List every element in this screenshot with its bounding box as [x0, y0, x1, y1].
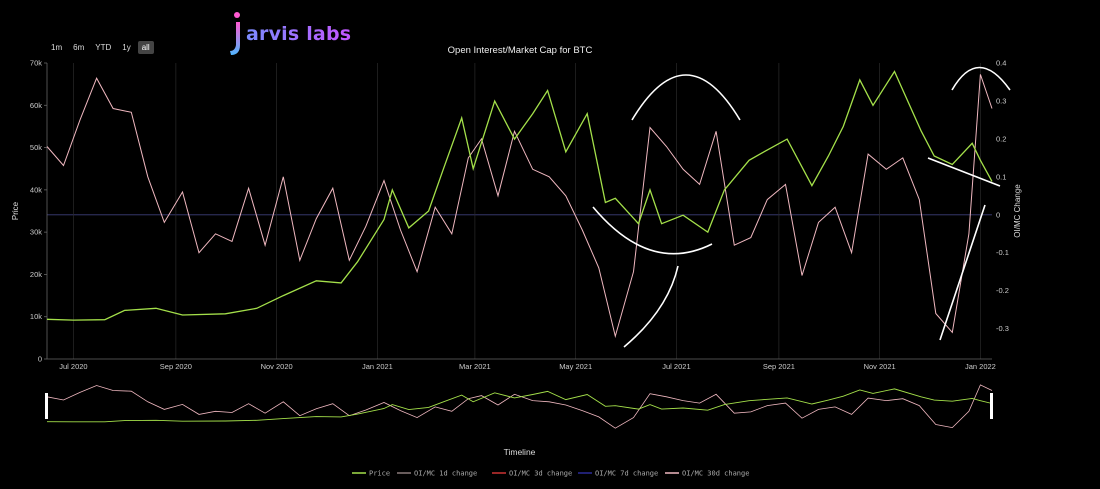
annotation-stroke-1: [631, 74, 741, 121]
legend-item[interactable]: OI/MC 3d change: [492, 470, 572, 478]
range-navigator[interactable]: [45, 384, 993, 429]
y-tick-label: 50k: [30, 143, 42, 152]
x-tick-label: May 2021: [559, 362, 592, 371]
logo-text: arvis labs: [246, 23, 352, 45]
y-tick-label: 30k: [30, 228, 42, 237]
x-tick-label: Jul 2020: [59, 362, 87, 371]
y2-tick-label: 0: [996, 210, 1000, 219]
x-tick-label: Mar 2021: [459, 362, 491, 371]
legend-item[interactable]: OI/MC 1d change: [397, 470, 477, 478]
y-tick-label: 0: [38, 355, 42, 364]
x-tick-label: Nov 2021: [864, 362, 896, 371]
chart-title: Open Interest/Market Cap for BTC: [447, 45, 593, 56]
annotation-stroke-4: [951, 66, 1011, 91]
annotation-stroke-2: [592, 206, 713, 255]
x-axis-title: Timeline: [504, 447, 536, 457]
y-axis-title: Price: [11, 201, 20, 220]
y2-tick-label: 0.1: [996, 172, 1006, 181]
navigator-series-price: [46, 388, 993, 423]
annotation-stroke-3: [623, 265, 679, 348]
annotation-stroke-5: [927, 157, 1001, 187]
y2-tick-label: -0.3: [996, 324, 1009, 333]
range-button-all[interactable]: all: [137, 41, 154, 54]
legend-label: OI/MC 1d change: [414, 470, 477, 478]
legend: Price OI/MC 1d change OI/MC 3d change OI/MC…: [352, 470, 749, 478]
y-tick-label: 10k: [30, 312, 42, 321]
legend-item[interactable]: OI/MC 7d change: [578, 470, 658, 478]
y2-tick-label: 0.4: [996, 59, 1006, 68]
legend-label: OI/MC 3d change: [509, 470, 572, 478]
x-tick-label: Jan 2022: [965, 362, 996, 371]
legend-label: Price: [369, 470, 390, 478]
series-oi-mc-30d-change: [46, 74, 993, 339]
y2-axis-title: OI/MC Change: [1013, 184, 1022, 238]
y2-tick-label: 0.2: [996, 134, 1006, 143]
annotation-stroke-6: [939, 204, 986, 341]
y2-tick-label: -0.1: [996, 248, 1009, 257]
range-button-1y[interactable]: 1y: [122, 43, 131, 52]
x-tick-label: Sep 2020: [160, 362, 192, 371]
range-button-1m[interactable]: 1m: [51, 43, 63, 52]
legend-item[interactable]: Price: [352, 470, 390, 478]
y2-tick-label: -0.2: [996, 286, 1009, 295]
x-tick-label: Sep 2021: [763, 362, 795, 371]
x-tick-label: Jan 2021: [362, 362, 393, 371]
x-tick-label: Nov 2020: [261, 362, 293, 371]
y-tick-label: 70k: [30, 59, 42, 68]
series-price: [46, 70, 993, 321]
legend-label: OI/MC 30d change: [682, 470, 749, 478]
navigator-handle-left: [45, 393, 48, 419]
jarvis-labs-logo: arvis labs: [228, 10, 351, 58]
y-tick-label: 60k: [30, 101, 42, 110]
y-tick-label: 20k: [30, 270, 42, 279]
navigator-series-oi-mc-30d: [46, 384, 993, 429]
j-letter-logo-icon: [230, 12, 240, 55]
range-button-6m[interactable]: 6m: [73, 43, 85, 52]
axis-layer: 0 10k 20k 30k 40k 50k 60k 70k -0.3 -0.2 -0.1 0 0.1 0.…: [11, 59, 1022, 458]
y-tick-label: 40k: [30, 185, 42, 194]
legend-item[interactable]: OI/MC 30d change: [665, 470, 749, 478]
y2-tick-label: 0.3: [996, 96, 1006, 105]
navigator-handle-right: [990, 393, 993, 419]
grid-layer: [47, 63, 992, 359]
range-button-ytd[interactable]: YTD: [95, 43, 112, 52]
legend-label: OI/MC 7d change: [595, 470, 658, 478]
range-selector: 1m 6m YTD 1y all: [47, 41, 154, 54]
series-layer: [46, 66, 1011, 348]
x-tick-label: Jul 2021: [662, 362, 690, 371]
